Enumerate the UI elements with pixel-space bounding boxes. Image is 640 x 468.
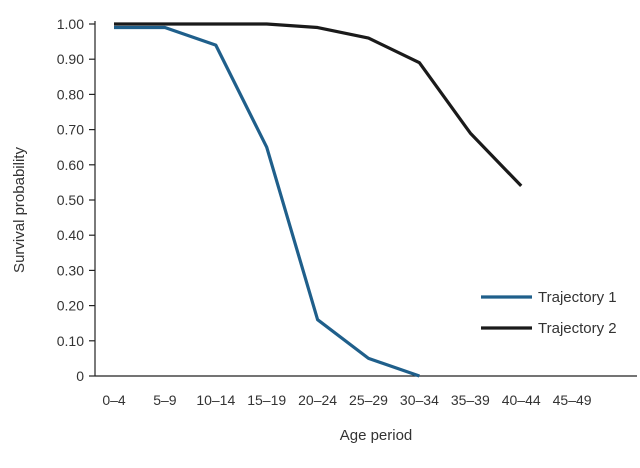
x-tick-label: 10–14: [196, 392, 235, 408]
y-tick-label: 0.50: [57, 192, 84, 208]
y-tick-label: 0.70: [57, 122, 84, 138]
series-line-trajectory-1: [114, 25, 420, 378]
x-tick-label: 0–4: [102, 392, 126, 408]
y-axis-title: Survival probability: [11, 147, 28, 273]
series-lines: [114, 22, 523, 378]
y-tick-label: 0.80: [57, 86, 84, 102]
x-tick-label: 20–24: [298, 392, 337, 408]
x-axis-ticks: 0–4 5–9 10–14 15–19 20–24 25–29 30–34 35–39 40–4…: [102, 392, 591, 408]
x-tick-label: 5–9: [153, 392, 177, 408]
y-tick-label: 0: [76, 368, 84, 384]
legend: Trajectory 1 Trajectory 2: [481, 289, 617, 337]
x-tick-label: 15–19: [247, 392, 286, 408]
x-tick-label: 30–34: [400, 392, 439, 408]
legend-label-trajectory-2: Trajectory 2: [538, 320, 617, 337]
y-tick-label: 0.10: [57, 333, 84, 349]
x-tick-label: 45–49: [553, 392, 592, 408]
y-tick-label: 0.30: [57, 262, 84, 278]
x-tick-label: 40–44: [502, 392, 541, 408]
axes: [94, 21, 637, 377]
y-tick-label: 0.40: [57, 227, 84, 243]
x-tick-label: 25–29: [349, 392, 388, 408]
y-axis-ticks: 0 0.10 0.20 0.30 0.40 0.50 0.60 0.70 0.80 0.90 1.0…: [57, 16, 95, 384]
y-tick-label: 0.60: [57, 157, 84, 173]
x-axis-title: Age period: [340, 427, 413, 444]
series-line-trajectory-2: [114, 22, 523, 188]
y-tick-label: 0.20: [57, 298, 84, 314]
y-tick-label: 1.00: [57, 16, 84, 32]
y-tick-label: 0.90: [57, 51, 84, 67]
legend-label-trajectory-1: Trajectory 1: [538, 289, 617, 306]
x-tick-label: 35–39: [451, 392, 490, 408]
